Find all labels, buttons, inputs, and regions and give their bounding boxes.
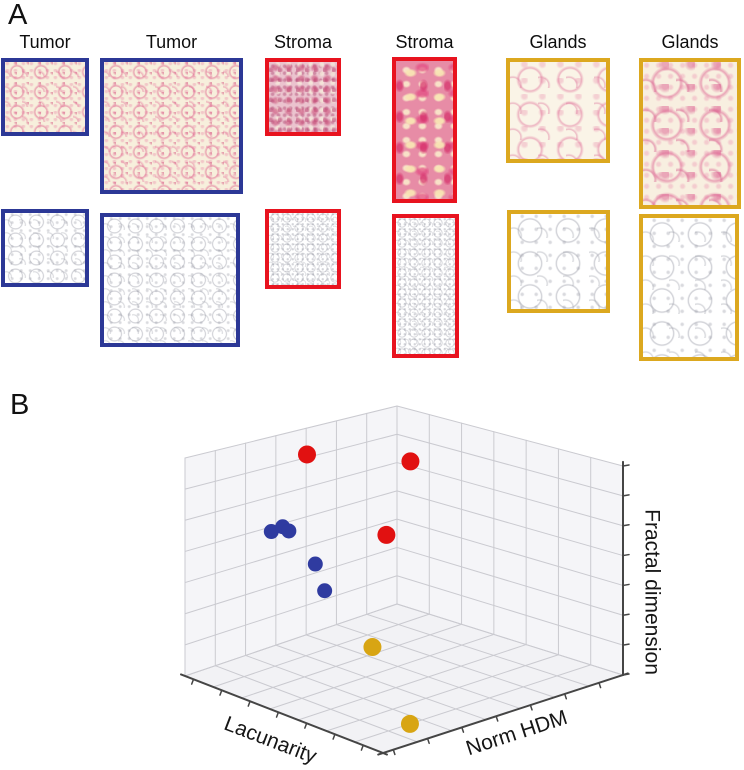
stroma-histology-image-1 bbox=[265, 58, 341, 136]
column-label-stroma-1: Stroma bbox=[273, 32, 333, 52]
stroma-edge-map-1 bbox=[265, 209, 341, 289]
stroma-histology-image-2 bbox=[392, 57, 457, 203]
data-point-stroma bbox=[401, 452, 420, 471]
glands-histology-image-1 bbox=[506, 58, 610, 163]
data-point-glands bbox=[400, 714, 419, 733]
tumor-edge-map-1 bbox=[1, 209, 89, 287]
scatter3d-plot: Lacunarity Norm HDM Fractal dimension bbox=[180, 405, 663, 768]
column-label-tumor-1: Tumor bbox=[19, 32, 71, 52]
data-point-tumor bbox=[307, 556, 323, 572]
data-point-stroma bbox=[377, 525, 396, 544]
data-point-stroma bbox=[297, 445, 316, 464]
data-point-glands bbox=[363, 638, 382, 657]
column-label-tumor-2: Tumor bbox=[145, 32, 198, 52]
scatter3d-geometry bbox=[180, 405, 630, 756]
stroma-edge-map-2 bbox=[392, 214, 459, 358]
data-point-tumor bbox=[263, 524, 279, 540]
tumor-edge-map-2 bbox=[100, 213, 240, 347]
glands-edge-map-2 bbox=[639, 214, 739, 361]
column-label-glands-2: Glands bbox=[661, 32, 719, 52]
glands-edge-map-1 bbox=[507, 210, 610, 313]
panel-b-label: B bbox=[10, 389, 30, 421]
z-axis-label: Fractal dimension bbox=[640, 509, 663, 675]
glands-histology-image-2 bbox=[639, 58, 741, 209]
panel-a-label: A bbox=[8, 0, 28, 31]
tumor-histology-image-2 bbox=[100, 58, 243, 194]
data-point-tumor bbox=[317, 583, 333, 599]
column-label-glands-1: Glands bbox=[529, 32, 587, 52]
column-label-stroma-2: Stroma bbox=[395, 32, 454, 52]
tumor-histology-image-1 bbox=[1, 58, 89, 136]
data-point-tumor bbox=[281, 523, 297, 539]
